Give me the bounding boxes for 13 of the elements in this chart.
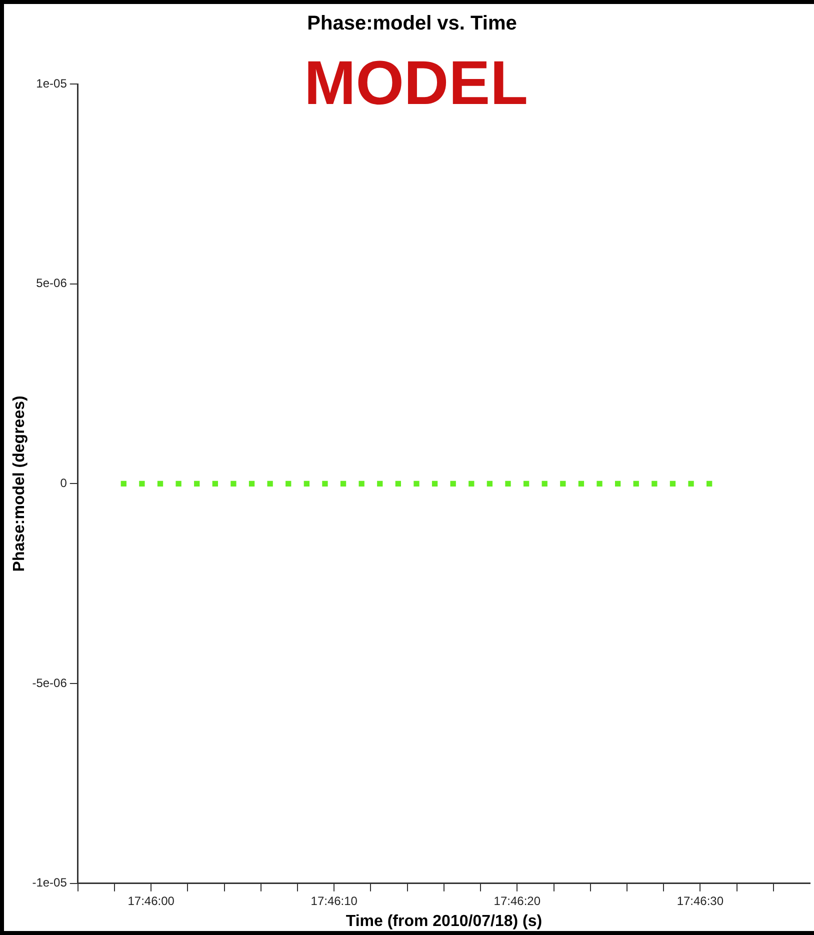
y-axis-title: Phase:model (degrees) [11,396,28,572]
y-tick-label: -1e-05 [32,876,68,890]
x-tick-label: 17:46:20 [494,894,541,908]
x-axis-title: Time (from 2010/07/18) (s) [346,912,542,930]
y-tick-label: 5e-06 [36,276,68,290]
y-tick-label: 0 [60,476,68,490]
x-tick-label: 17:46:10 [310,894,358,908]
x-tick-label: 17:46:30 [676,894,724,908]
chart-title: Phase:model vs. Time [307,12,517,35]
annotation: MODEL [304,49,528,118]
x-tick-label: 17:46:00 [128,894,175,908]
y-tick-label: 1e-05 [36,76,68,90]
y-tick-label: -5e-06 [32,676,68,690]
